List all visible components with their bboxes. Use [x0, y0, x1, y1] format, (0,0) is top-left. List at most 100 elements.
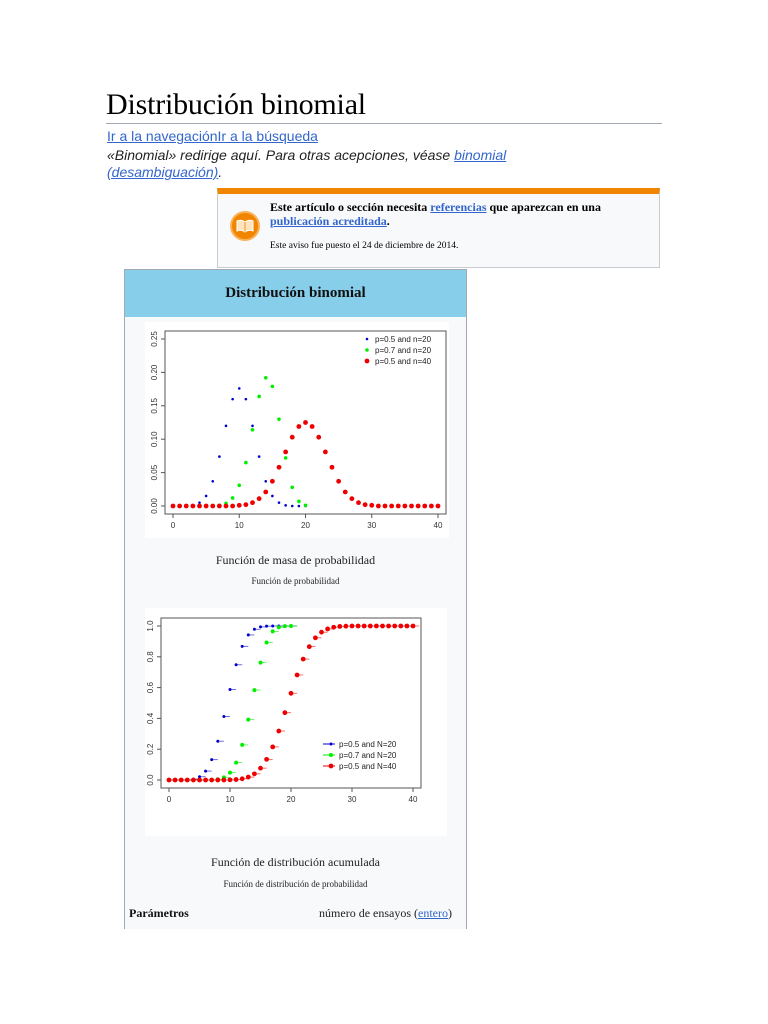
data-point — [223, 503, 229, 509]
data-point — [240, 644, 244, 648]
references-notice-box: Este artículo o sección necesita referen… — [217, 188, 660, 268]
data-point — [263, 489, 269, 495]
data-point — [356, 500, 361, 506]
data-point — [222, 715, 226, 719]
y-tick-label: 0.8 — [146, 651, 155, 663]
data-point — [300, 656, 306, 662]
hatnote-end: . — [218, 164, 223, 180]
jump-links: Ir a la navegaciónIr a la búsqueda — [107, 128, 318, 144]
data-point — [184, 777, 190, 783]
data-point — [237, 483, 242, 488]
pmf-chart: 0 10 20 30 40 0.00 0.05 0.10 0.15 0.20 0.25 p=0.5 a… — [145, 322, 449, 538]
data-point — [258, 765, 263, 771]
data-point — [282, 710, 288, 716]
data-point — [342, 489, 348, 495]
data-point — [170, 503, 176, 509]
data-point — [218, 455, 221, 458]
data-point — [361, 623, 367, 629]
notice-text-pre: Este artículo o sección necesita — [270, 200, 431, 214]
x-tick-label: 20 — [301, 521, 310, 530]
data-point — [198, 775, 201, 779]
data-point — [198, 501, 201, 504]
data-point — [257, 394, 261, 399]
title-divider — [106, 123, 662, 124]
x-tick-label: 10 — [235, 521, 244, 530]
jump-to-navigation-link[interactable]: Ir a la navegación — [107, 128, 218, 144]
data-point — [259, 625, 262, 629]
data-point — [252, 688, 257, 693]
data-point — [244, 397, 248, 401]
pmf-subcaption: Función de probabilidad — [251, 576, 340, 586]
page-title: Distribución binomial — [106, 88, 366, 121]
referencias-link[interactable]: referencias — [430, 200, 487, 214]
data-point — [269, 478, 275, 484]
cdf-caption: Función de distribución acumulada — [211, 855, 380, 869]
cdf-chart: 0 10 20 30 40 0.0 0.2 0.4 0.6 0.8 1.0 p=0.5 and N=2… — [145, 608, 447, 836]
pmf-caption: Función de masa de probabilidad — [215, 553, 376, 567]
x-tick-label: 0 — [171, 521, 176, 530]
data-point — [380, 623, 385, 629]
data-point — [288, 690, 294, 696]
data-point — [250, 500, 255, 506]
legend-entry: p=0.5 and n=40 — [375, 357, 432, 366]
data-point — [203, 777, 208, 783]
x-tick-label: 30 — [367, 521, 376, 530]
data-point — [343, 623, 349, 629]
data-point — [303, 503, 308, 508]
jump-to-search-link[interactable]: Ir a la búsqueda — [217, 128, 318, 144]
y-tick-label: 0.10 — [150, 431, 159, 447]
legend-entry: p=0.5 and n=20 — [375, 335, 432, 344]
data-point — [210, 758, 214, 762]
data-point — [283, 456, 288, 460]
data-point — [375, 503, 381, 509]
data-point — [209, 777, 215, 783]
data-point — [264, 640, 269, 645]
data-point — [191, 777, 196, 783]
data-point — [276, 464, 282, 470]
data-point — [252, 627, 256, 631]
entero-link[interactable]: entero — [418, 906, 448, 920]
legend-entry: p=0.5 and N=20 — [339, 740, 397, 749]
y-tick-label: 1.0 — [146, 620, 155, 632]
data-point — [234, 760, 239, 765]
data-point — [264, 479, 268, 483]
data-point — [290, 504, 294, 508]
publicacion-acreditada-link[interactable]: publicación acreditada — [270, 214, 387, 228]
data-point — [395, 503, 401, 509]
data-point — [289, 624, 293, 628]
data-point — [270, 629, 275, 634]
y-tick-label: 0.25 — [150, 331, 159, 347]
data-point — [190, 503, 196, 509]
data-point — [336, 478, 342, 484]
data-point — [409, 503, 414, 509]
data-point — [355, 623, 361, 629]
data-point — [243, 502, 249, 508]
data-point — [233, 777, 239, 782]
data-point — [271, 494, 274, 498]
data-point — [349, 623, 355, 629]
legend-entry: p=0.7 and N=20 — [339, 751, 397, 760]
data-point — [244, 460, 248, 465]
data-point — [197, 777, 202, 783]
book-icon — [230, 211, 260, 241]
data-point — [270, 384, 275, 389]
data-point — [386, 623, 391, 629]
data-point — [389, 503, 395, 509]
hatnote: «Binomial» redirige aquí. Para otras ace… — [107, 147, 557, 181]
data-point — [362, 502, 368, 508]
data-point — [322, 449, 328, 455]
data-point — [367, 623, 373, 629]
data-point — [398, 623, 404, 629]
data-point — [402, 503, 408, 509]
y-tick-label: 0.15 — [150, 397, 159, 413]
data-point — [422, 503, 428, 509]
notice-date: Este aviso fue puesto el 24 de diciembre… — [270, 241, 459, 251]
data-point — [216, 503, 222, 509]
data-point — [276, 625, 281, 630]
data-point — [246, 633, 250, 637]
data-point — [410, 623, 416, 629]
legend-entry: p=0.5 and N=40 — [339, 762, 397, 771]
data-point — [230, 496, 235, 500]
disambiguation-link[interactable]: binomial (desambiguación) — [107, 147, 507, 180]
y-tick-label: 0.0 — [146, 774, 155, 786]
